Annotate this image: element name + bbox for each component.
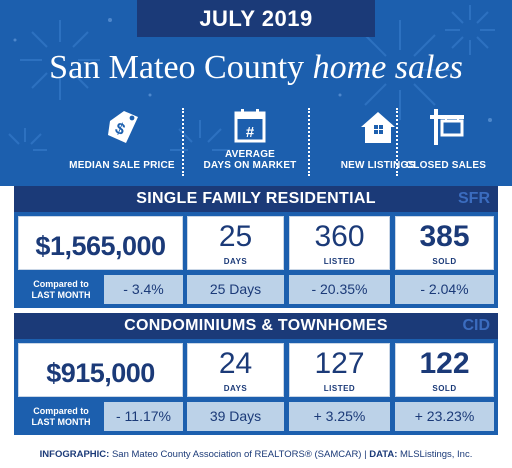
cid-section-header: CONDOMINIUMS & TOWNHOMES CID xyxy=(14,313,498,339)
footer-infographic-text: San Mateo County Association of REALTORS… xyxy=(109,449,370,460)
sfr-section-header: SINGLE FAMILY RESIDENTIAL SFR xyxy=(14,186,498,212)
compare-label-line2: LAST MONTH xyxy=(31,290,91,300)
metric-closed-sales: CLOSED SALES xyxy=(382,107,510,179)
fireworks-background xyxy=(8,5,495,151)
cid-compare-price: - 11.17% xyxy=(104,402,183,431)
metric-label: MEDIAN SALE PRICE xyxy=(69,160,175,171)
cid-sold-unit: SOLD xyxy=(432,384,457,393)
price-tag-dollar-icon: $ xyxy=(108,111,138,143)
title-italic: home sales xyxy=(312,49,463,86)
footer-credits: INFOGRAPHIC: San Mateo County Associatio… xyxy=(0,448,512,462)
cid-days-value: 24 xyxy=(218,347,253,380)
cid-listed-card: 127 LISTED xyxy=(289,343,390,397)
svg-text:#: # xyxy=(246,124,255,141)
sfr-compare-days: 25 Days xyxy=(187,275,284,304)
cid-listed-value: 127 xyxy=(314,347,365,380)
sfr-title: SINGLE FAMILY RESIDENTIAL xyxy=(136,190,376,207)
sfr-listed-value: 360 xyxy=(314,220,365,253)
compare-label-line2: LAST MONTH xyxy=(31,417,91,427)
page-title: San Mateo County home sales xyxy=(0,48,512,88)
metric-new-listings: NEW LISTINGS xyxy=(314,107,442,179)
sfr-listed-card: 360 LISTED xyxy=(289,216,390,270)
cid-compare-label: Compared to LAST MONTH xyxy=(18,402,104,431)
sfr-compare-listed: - 20.35% xyxy=(289,275,390,304)
footer-data-label: DATA: xyxy=(369,449,398,460)
metric-divider xyxy=(182,108,184,176)
calendar-icon: # xyxy=(234,109,266,143)
sfr-compare-price: - 3.4% xyxy=(104,275,183,304)
sfr-median-price-card: $1,565,000 xyxy=(18,216,183,270)
sfr-abbr: SFR xyxy=(458,190,490,207)
sfr-listed-unit: LISTED xyxy=(323,257,356,266)
sfr-sold-unit: SOLD xyxy=(432,257,457,266)
cid-abbr: CID xyxy=(462,317,490,334)
metric-divider xyxy=(308,108,310,176)
metric-label: CLOSED SALES xyxy=(405,160,487,171)
compare-label-line1: Compared to xyxy=(33,279,89,289)
cid-compare-listed: + 3.25% xyxy=(289,402,390,431)
cid-compare-days: 39 Days xyxy=(187,402,284,431)
sfr-compare-sold: - 2.04% xyxy=(395,275,494,304)
metric-label: NEW LISTINGS xyxy=(340,160,416,171)
sfr-days-unit: DAYS xyxy=(223,257,248,266)
sold-sign-icon xyxy=(430,109,464,145)
sfr-median-price: $1,565,000 xyxy=(35,231,166,261)
title-plain: San Mateo County xyxy=(49,49,313,86)
sfr-sold-card: 385 SOLD xyxy=(395,216,494,270)
metric-median-sale-price: $ MEDIAN SALE PRICE xyxy=(58,107,186,179)
house-icon xyxy=(361,112,395,143)
month-banner: JULY 2019 xyxy=(137,0,375,37)
cid-median-price-card: $915,000 xyxy=(18,343,183,397)
sfr-days-card: 25 DAYS xyxy=(187,216,284,270)
cid-days-card: 24 DAYS xyxy=(187,343,284,397)
hero-header: JULY 2019 San Mateo County home sales $ … xyxy=(0,0,512,186)
metric-divider xyxy=(396,108,398,176)
cid-sold-card: 122 SOLD xyxy=(395,343,494,397)
cid-median-price: $915,000 xyxy=(46,358,155,388)
sfr-days-value: 25 xyxy=(218,220,253,253)
sfr-sold-value: 385 xyxy=(419,220,470,253)
metric-label-line1: AVERAGE xyxy=(224,149,276,160)
footer-infographic-label: INFOGRAPHIC: xyxy=(39,449,110,460)
metric-label-line2: DAYS ON MARKET xyxy=(203,160,297,171)
footer-data-text: MLSListings, Inc. xyxy=(397,449,473,460)
cid-days-unit: DAYS xyxy=(223,384,248,393)
sfr-compare-label: Compared to LAST MONTH xyxy=(18,275,104,304)
cid-listed-unit: LISTED xyxy=(323,384,356,393)
compare-label-line1: Compared to xyxy=(33,406,89,416)
metric-days-on-market: # AVERAGE DAYS ON MARKET xyxy=(186,107,314,179)
cid-title: CONDOMINIUMS & TOWNHOMES xyxy=(124,317,388,334)
cid-sold-value: 122 xyxy=(419,347,470,380)
cid-compare-sold: + 23.23% xyxy=(395,402,494,431)
